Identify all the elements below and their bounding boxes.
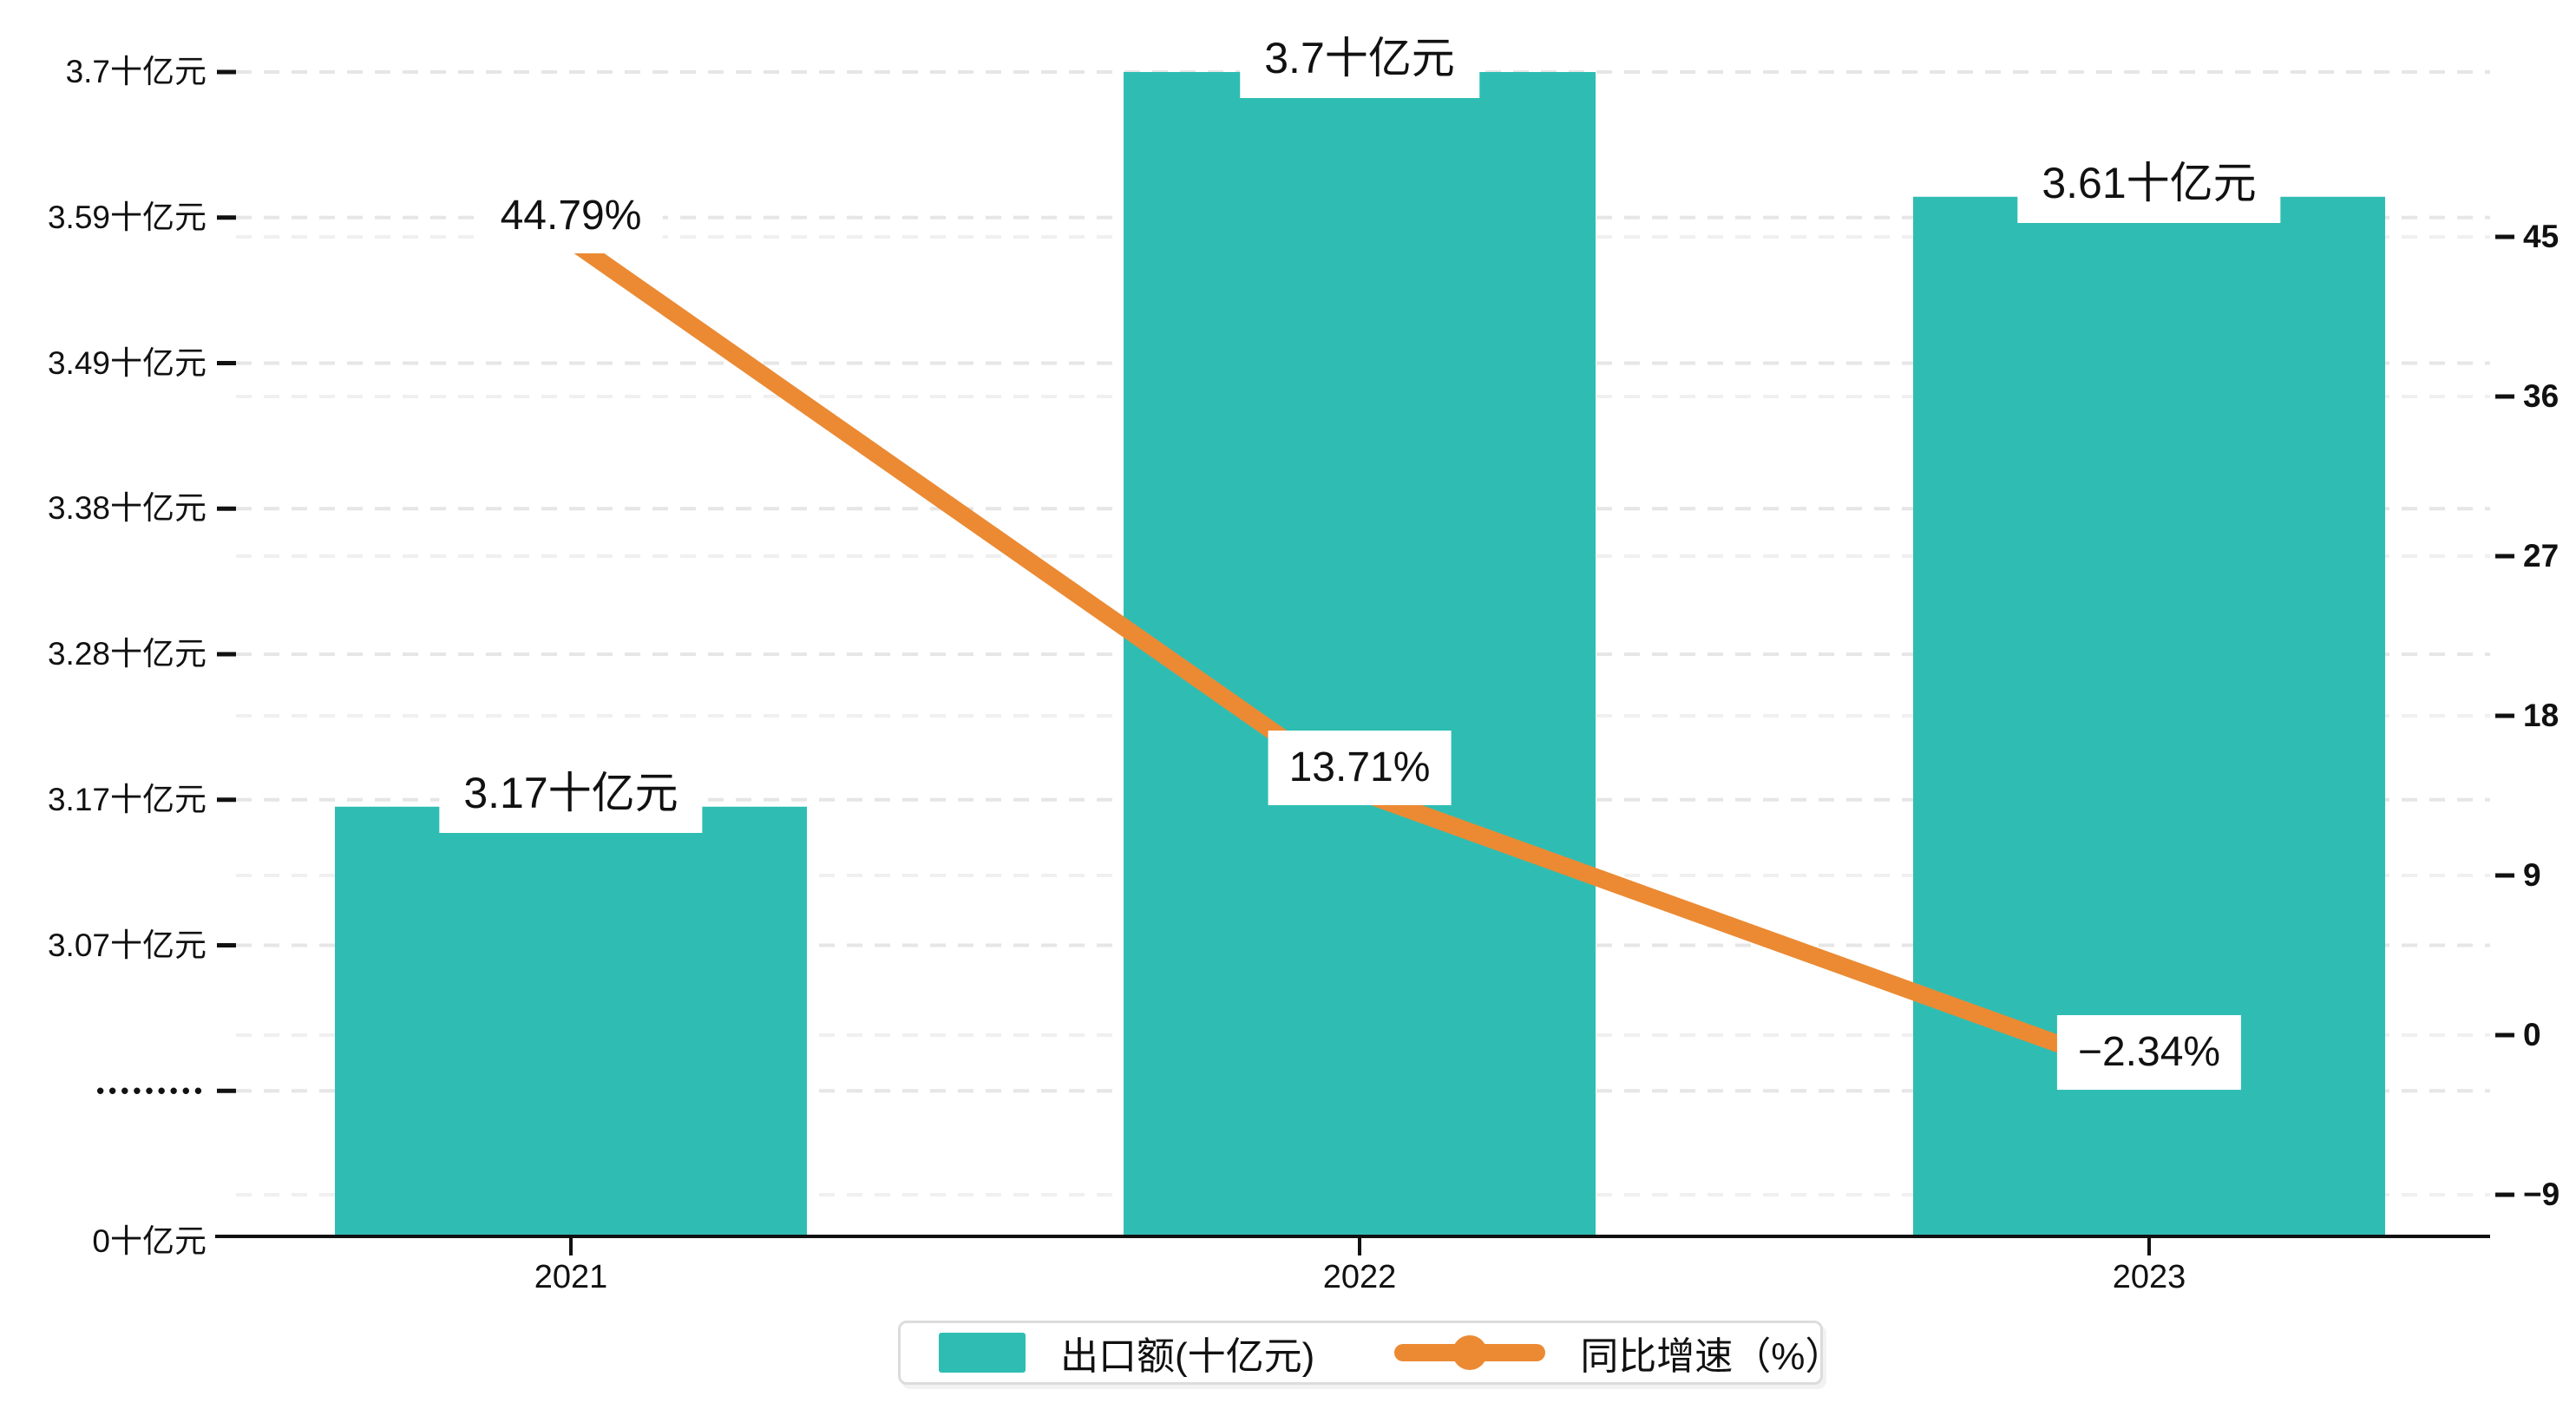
bar-2021 [335,806,807,1236]
legend: 出口额(十亿元) 同比增速（%） [898,1321,1843,1385]
bar-series-swatch-icon [939,1333,1026,1373]
line-series-symbol-icon [1394,1335,1546,1370]
bar-2022 [1124,72,1596,1236]
legend-item-export[interactable]: 出口额(十亿元) [939,1325,1314,1380]
legend-label-export: 出口额(十亿元) [1060,1335,1315,1378]
legend-label-growth: 同比增速（%） [1580,1335,1844,1378]
legend-item-growth[interactable]: 同比增速（%） [1394,1325,1843,1380]
